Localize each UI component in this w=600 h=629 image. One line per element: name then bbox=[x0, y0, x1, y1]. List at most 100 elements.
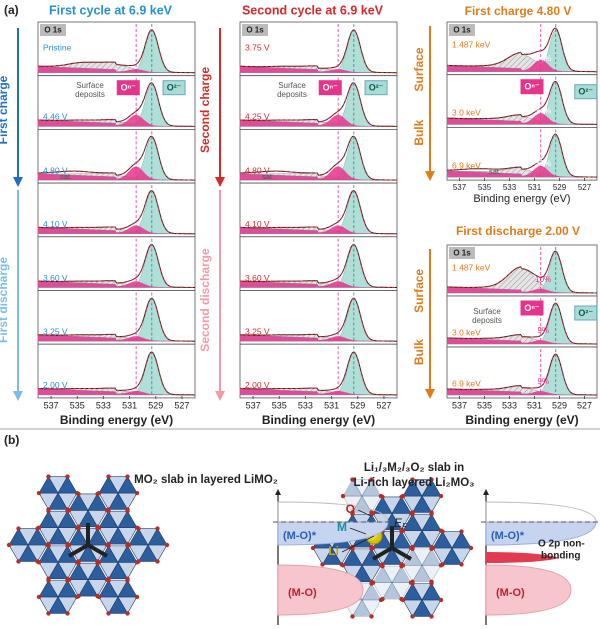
oxygen bbox=[340, 563, 346, 568]
label: 537 bbox=[452, 400, 467, 410]
oxygen bbox=[6, 542, 12, 548]
label: (b) bbox=[4, 433, 19, 447]
label: 9% bbox=[537, 326, 549, 335]
core-level-tag bbox=[449, 247, 475, 259]
label: 527 bbox=[578, 183, 592, 192]
label: Oⁿ⁻ bbox=[323, 83, 339, 93]
oxygen bbox=[350, 614, 355, 619]
fit bbox=[447, 353, 597, 396]
label: 34% bbox=[535, 54, 551, 63]
oxygen bbox=[125, 611, 130, 616]
oxygen bbox=[46, 509, 51, 514]
octahedron bbox=[391, 582, 412, 600]
on-peak bbox=[38, 114, 195, 127]
oxygen bbox=[440, 562, 445, 567]
label: Li₁/₃M₂/₃O₂ slab in bbox=[364, 462, 464, 474]
octahedron bbox=[117, 510, 138, 528]
fit bbox=[37, 82, 195, 127]
label: deposits bbox=[277, 90, 307, 99]
label: 527 bbox=[376, 400, 391, 410]
label: MO₂ slab in layered LiMO₂ bbox=[134, 474, 278, 486]
oxygen bbox=[66, 577, 72, 582]
label: O 1s bbox=[246, 26, 264, 35]
octahedron bbox=[451, 530, 472, 549]
label: O 1s bbox=[453, 26, 471, 35]
oxygen bbox=[46, 543, 51, 549]
core-level-tag bbox=[40, 24, 66, 36]
oxygen bbox=[468, 545, 474, 551]
label: 6.9 keV bbox=[452, 378, 481, 388]
fit bbox=[239, 29, 397, 74]
label: Binding energy (eV) bbox=[262, 413, 375, 427]
octahedron bbox=[57, 579, 78, 598]
oxygen bbox=[125, 509, 130, 514]
label: Oⁿ⁻ bbox=[524, 82, 540, 92]
label: (M-O)* bbox=[491, 530, 525, 542]
on-peak bbox=[38, 388, 195, 395]
oxygen bbox=[106, 578, 111, 583]
species-tag bbox=[364, 80, 388, 96]
label: O 1s bbox=[44, 26, 62, 35]
label: sat. bbox=[262, 172, 274, 181]
oxygen bbox=[320, 562, 325, 567]
oxygen bbox=[134, 490, 140, 496]
octahedron bbox=[421, 478, 442, 497]
species-tag bbox=[574, 305, 598, 321]
octahedron bbox=[117, 475, 138, 494]
oxygen bbox=[429, 581, 434, 586]
label: 537 bbox=[44, 400, 59, 410]
oxygen bbox=[380, 563, 385, 569]
oxygen bbox=[350, 477, 355, 482]
octahedron bbox=[87, 562, 108, 580]
on-peak bbox=[240, 166, 397, 181]
label: Binding energy (eV) bbox=[465, 413, 578, 427]
oxygen bbox=[65, 611, 70, 616]
fermi-sub: F bbox=[402, 522, 408, 531]
on-peak bbox=[447, 388, 597, 395]
label: 535 bbox=[272, 400, 287, 410]
fit bbox=[239, 351, 397, 396]
section-label: Second discharge bbox=[198, 248, 212, 352]
label: Li bbox=[328, 544, 339, 558]
octahedron bbox=[421, 548, 442, 566]
label: 533 bbox=[503, 183, 517, 192]
fit bbox=[239, 82, 397, 127]
species-tag bbox=[520, 300, 544, 316]
oxygen bbox=[96, 594, 102, 600]
label: 529 bbox=[350, 400, 365, 410]
on-peak bbox=[38, 281, 195, 288]
label: O²⁻ bbox=[578, 87, 593, 97]
fit bbox=[37, 297, 195, 342]
octahedron bbox=[351, 599, 373, 617]
on-peak bbox=[38, 334, 195, 342]
label: 1.487 keV bbox=[452, 262, 491, 272]
label: O²⁻ bbox=[167, 83, 182, 93]
oxygen bbox=[16, 559, 21, 564]
label: Surface bbox=[473, 307, 501, 316]
label: 3.60 V bbox=[245, 273, 270, 283]
label: 531 bbox=[324, 400, 339, 410]
section-label: Second charge bbox=[198, 67, 212, 153]
oxygen bbox=[136, 559, 141, 564]
octahedron bbox=[147, 527, 168, 546]
label: 531 bbox=[122, 400, 137, 410]
oxygen bbox=[410, 614, 415, 619]
label: 535 bbox=[477, 400, 492, 410]
label: O²⁻ bbox=[578, 308, 593, 318]
octahedron bbox=[361, 495, 382, 514]
fit bbox=[239, 189, 397, 235]
oxygen bbox=[400, 528, 406, 533]
section-label: Surface bbox=[412, 47, 426, 91]
fit bbox=[37, 135, 195, 181]
fit bbox=[37, 351, 195, 396]
antibonding-filled bbox=[485, 521, 597, 546]
fit bbox=[447, 80, 597, 125]
label: 2.00 V bbox=[43, 380, 68, 390]
oxygen bbox=[46, 611, 51, 616]
oxygen bbox=[96, 490, 102, 496]
species-tag bbox=[520, 79, 544, 95]
oxygen bbox=[126, 542, 132, 548]
octahedron bbox=[351, 479, 373, 497]
oxygen bbox=[36, 490, 42, 496]
